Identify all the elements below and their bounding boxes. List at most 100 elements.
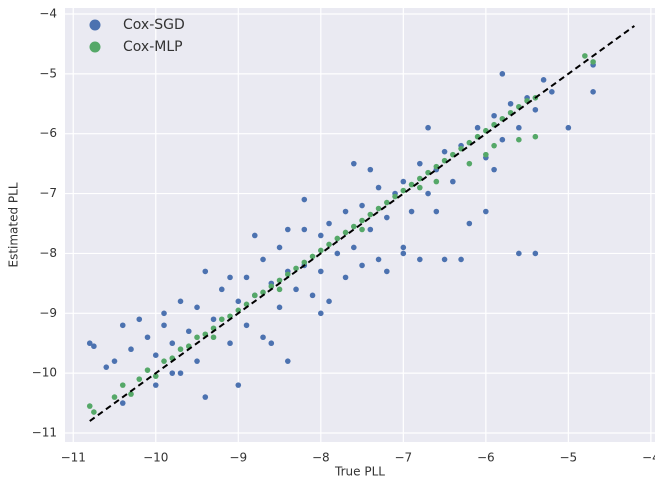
point [441, 256, 448, 263]
point [318, 232, 324, 239]
point [326, 220, 332, 227]
point [334, 250, 341, 257]
x-tick-label: −9 [229, 451, 247, 465]
point [152, 373, 159, 379]
point [466, 220, 473, 227]
point [318, 247, 324, 254]
point [86, 340, 93, 347]
point [301, 196, 308, 203]
point [351, 223, 357, 230]
point [516, 136, 522, 143]
point [194, 304, 200, 311]
point [111, 358, 118, 364]
point [218, 286, 225, 293]
point [309, 292, 316, 299]
x-axis-label: True PLL [334, 465, 385, 479]
y-tick-label: −10 [32, 366, 57, 380]
point [433, 208, 440, 215]
point [136, 316, 143, 323]
point [400, 187, 407, 194]
point [590, 59, 596, 65]
point [210, 316, 217, 323]
point [161, 310, 167, 317]
point [516, 250, 522, 257]
x-tick-label: −5 [560, 451, 578, 465]
point [417, 256, 423, 263]
point [400, 178, 407, 185]
point [375, 184, 382, 191]
point [91, 409, 97, 415]
point [441, 148, 448, 155]
x-tick-label: −10 [143, 451, 168, 465]
y-tick-label: −7 [39, 186, 57, 200]
point [136, 376, 143, 382]
point [400, 244, 407, 251]
point [507, 100, 514, 107]
point [359, 262, 365, 269]
point [474, 124, 481, 131]
point [177, 298, 184, 305]
point [367, 166, 374, 173]
point [375, 256, 382, 263]
point [342, 274, 349, 281]
legend-label: Cox-SGD [123, 17, 185, 33]
point [516, 124, 522, 131]
x-tick-label: −4 [642, 451, 655, 465]
y-tick-label: −11 [32, 426, 57, 440]
point [532, 133, 539, 140]
point [177, 370, 184, 376]
point [367, 211, 374, 218]
point [194, 358, 200, 364]
point [392, 193, 398, 200]
legend-marker [89, 19, 101, 31]
point [235, 382, 242, 388]
point [276, 277, 283, 284]
point [276, 286, 283, 293]
point [169, 340, 176, 347]
point [161, 322, 167, 329]
point [284, 358, 291, 364]
x-tick-label: −8 [312, 451, 330, 465]
point [590, 89, 596, 95]
point [384, 199, 390, 206]
point [111, 394, 118, 400]
point [384, 268, 390, 275]
point [318, 310, 324, 317]
point [251, 232, 258, 239]
point [227, 274, 233, 281]
point [293, 286, 299, 293]
point [227, 340, 233, 347]
point [549, 89, 555, 95]
point [359, 217, 365, 224]
point [202, 394, 209, 400]
point [417, 160, 423, 167]
y-tick-label: −5 [39, 66, 57, 80]
point [309, 253, 316, 260]
point [417, 175, 423, 182]
point [359, 226, 365, 233]
point [351, 160, 357, 167]
point [540, 77, 547, 83]
point [532, 106, 539, 113]
point [491, 112, 497, 119]
point [152, 382, 159, 388]
point [152, 352, 159, 359]
diagonal-line [89, 25, 635, 422]
point [301, 259, 308, 266]
point [400, 250, 407, 257]
point [384, 214, 390, 221]
point [433, 178, 440, 185]
point [425, 124, 431, 131]
x-tick-label: −11 [61, 451, 86, 465]
point [243, 274, 250, 281]
point [276, 304, 283, 311]
point [458, 256, 464, 263]
point [235, 298, 242, 305]
point [408, 181, 415, 188]
y-axis-label: Estimated PLL [7, 182, 21, 267]
point [450, 178, 456, 185]
point [359, 202, 365, 209]
point [260, 256, 266, 263]
point [128, 391, 134, 397]
point [194, 334, 200, 341]
